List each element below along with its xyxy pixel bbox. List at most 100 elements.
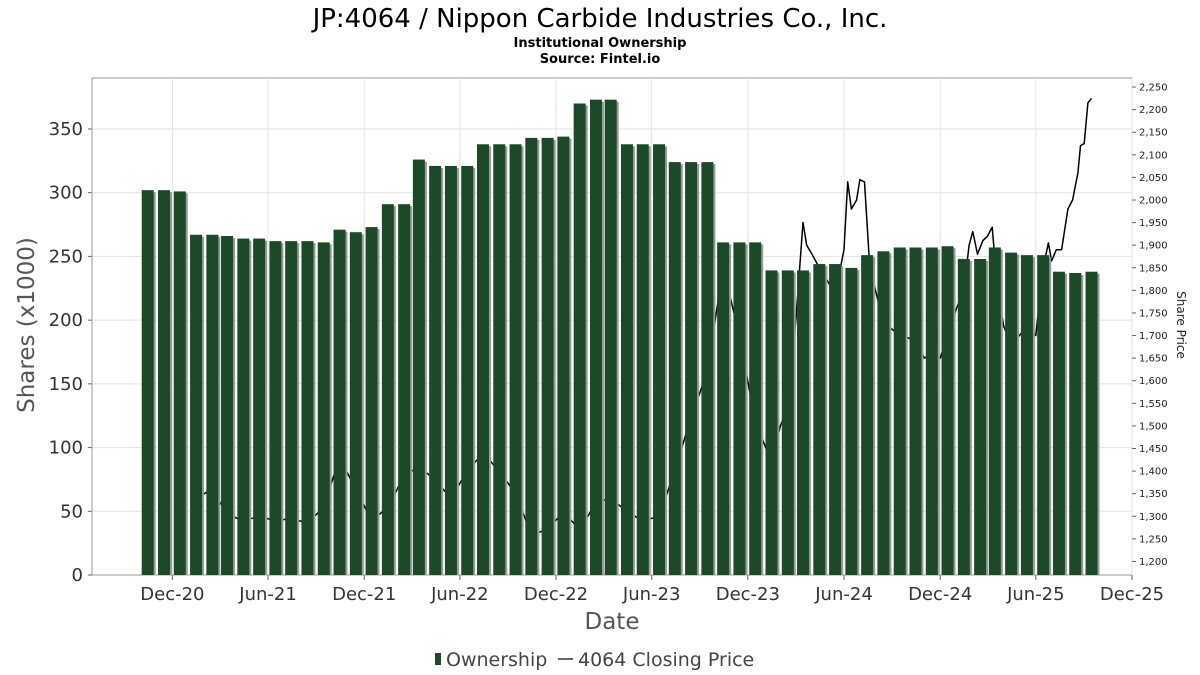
bar	[573, 103, 586, 575]
x-tick-label: Dec-22	[524, 584, 588, 605]
x-tick-label: Dec-21	[332, 584, 396, 605]
bar	[636, 144, 649, 575]
x-tick-label: Jun-23	[622, 584, 681, 605]
y2-tick-label: 2,250	[1139, 83, 1168, 94]
y2-tick-label: 1,800	[1139, 286, 1168, 297]
y2-tick-label: 1,600	[1139, 376, 1168, 387]
bar	[861, 255, 874, 575]
bar	[206, 234, 219, 575]
y2-tick-label: 1,400	[1139, 467, 1168, 478]
legend-swatch-ownership	[435, 653, 441, 665]
bar	[701, 162, 714, 575]
y-tick-label: 250	[49, 246, 83, 267]
bar	[604, 99, 617, 576]
bar	[925, 247, 938, 575]
bar	[253, 238, 266, 576]
x-tick-label: Jun-21	[238, 584, 297, 605]
bar	[493, 144, 506, 575]
bar	[429, 165, 442, 575]
chart-subtitle: Institutional Ownership	[514, 36, 687, 51]
bar	[653, 144, 666, 575]
y2-tick-label: 1,950	[1139, 218, 1168, 229]
y2-tick-label: 2,000	[1139, 195, 1168, 206]
bar	[269, 241, 282, 575]
y2-tick-label: 1,750	[1139, 308, 1168, 319]
x-tick-label: Jun-25	[1006, 584, 1065, 605]
bar	[541, 137, 554, 575]
bar	[173, 191, 186, 575]
bar	[141, 190, 154, 575]
bar	[1020, 255, 1033, 575]
y2-tick-label: 1,700	[1139, 331, 1168, 342]
bar	[398, 204, 411, 575]
bar	[988, 247, 1001, 575]
bar	[749, 242, 762, 575]
x-tick-label: Dec-23	[716, 584, 780, 605]
bar	[221, 236, 234, 575]
y2-tick-label: 1,900	[1139, 241, 1168, 252]
bar	[877, 251, 890, 576]
x-axis-label: Date	[585, 609, 640, 635]
y2-tick-label: 1,250	[1139, 534, 1168, 545]
bar	[1037, 255, 1050, 575]
bar	[412, 159, 425, 576]
legend-label-ownership: Ownership	[446, 649, 547, 671]
y2-tick-label: 2,200	[1139, 105, 1168, 116]
bar	[733, 242, 746, 575]
chart-title: JP:4064 / Nippon Carbide Industries Co.,…	[311, 4, 888, 34]
bar	[461, 165, 474, 575]
bar	[957, 258, 970, 575]
bar	[365, 227, 378, 575]
y2-tick-label: 1,500	[1139, 421, 1168, 432]
bar	[797, 270, 810, 575]
y2-tick-label: 1,850	[1139, 263, 1168, 274]
y2-tick-label: 1,350	[1139, 489, 1168, 500]
bar	[333, 229, 346, 575]
bar	[845, 267, 858, 575]
bar	[941, 246, 954, 575]
bar	[829, 264, 842, 575]
y2-tick-label: 1,550	[1139, 399, 1168, 410]
bar	[909, 247, 922, 575]
bar	[974, 258, 987, 575]
y-tick-label: 350	[49, 119, 83, 140]
y-tick-label: 300	[49, 183, 83, 204]
bar	[557, 136, 570, 575]
ownership-bars	[141, 99, 1100, 576]
x-tick-label: Dec-20	[140, 584, 204, 605]
bar	[476, 144, 489, 575]
bar	[285, 241, 298, 575]
y-tick-label: 150	[49, 374, 83, 395]
bar	[301, 241, 314, 575]
bar	[589, 99, 602, 576]
y2-tick-label: 1,650	[1139, 354, 1168, 365]
y2-axis-label: Share Price	[1174, 291, 1188, 359]
y2-axis: 1,200 1,250 1,300 1,350 1,400 1,450 1,500 1,550…	[1132, 83, 1168, 568]
bar	[781, 270, 794, 575]
y-tick-label: 100	[49, 438, 83, 459]
bar	[1052, 271, 1065, 575]
bar	[1069, 272, 1082, 575]
bar	[685, 162, 698, 575]
bar	[717, 242, 730, 575]
chart-source: Source: Fintel.io	[540, 52, 661, 67]
bar	[190, 234, 203, 575]
x-tick-label: Jun-22	[430, 584, 489, 605]
bar	[765, 270, 778, 575]
y-tick-label: 50	[60, 501, 83, 522]
y2-tick-label: 1,450	[1139, 444, 1168, 455]
bar	[1005, 252, 1018, 576]
y2-tick-label: 2,150	[1139, 128, 1168, 139]
bar	[237, 238, 250, 576]
x-tick-label: Dec-24	[908, 584, 972, 605]
y2-tick-label: 1,300	[1139, 512, 1168, 523]
x-tick-label: Dec-25	[1100, 584, 1164, 605]
bar	[509, 144, 522, 575]
bar	[1085, 271, 1098, 575]
x-tick-label: Jun-24	[814, 584, 873, 605]
bar	[525, 137, 538, 575]
y2-tick-label: 1,200	[1139, 557, 1168, 568]
bar	[349, 232, 362, 575]
y-tick-label: 200	[49, 310, 83, 331]
